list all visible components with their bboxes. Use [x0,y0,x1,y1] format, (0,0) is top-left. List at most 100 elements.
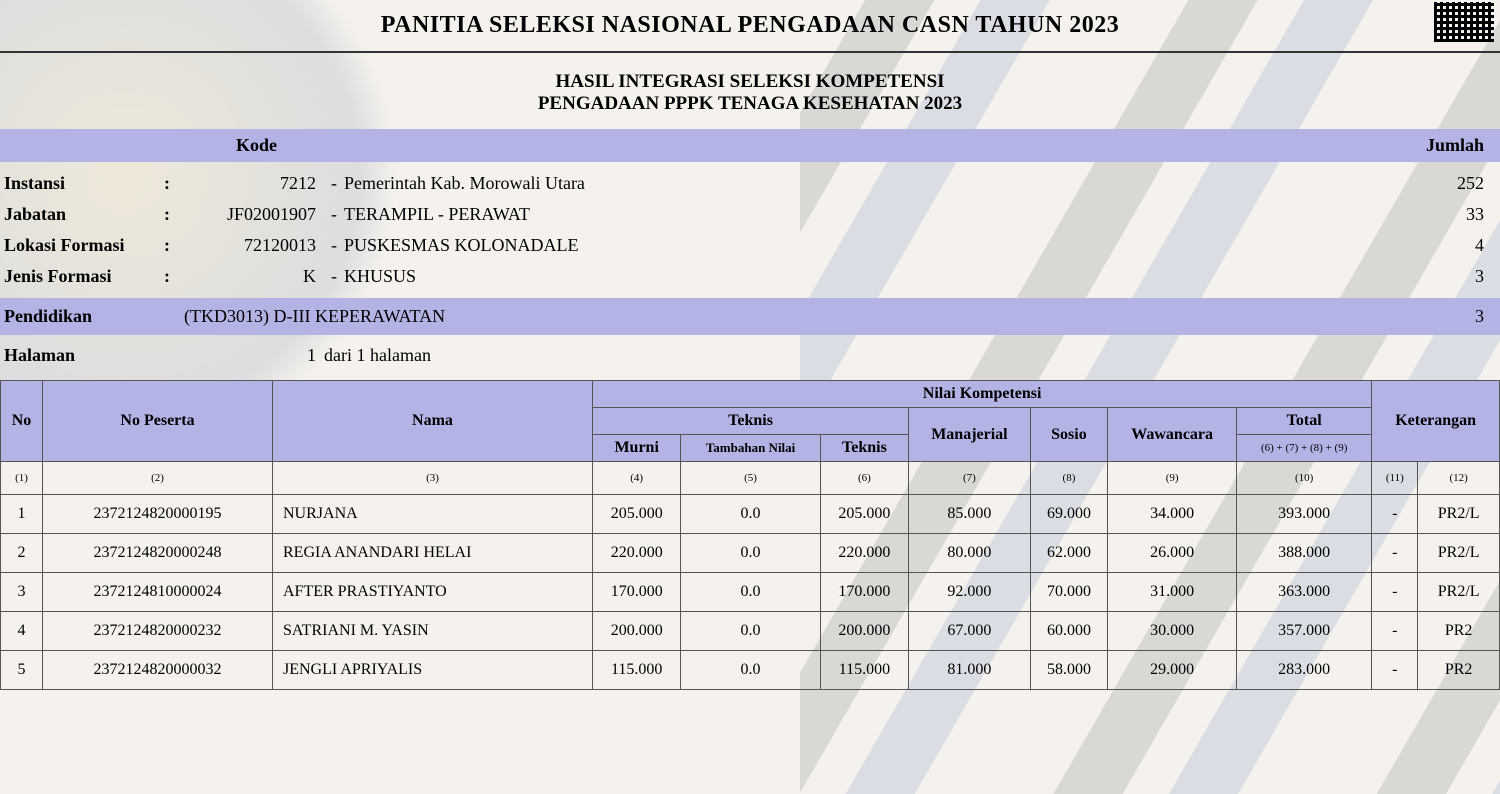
col-tambahan: Tambahan Nilai [681,435,820,462]
results-table: No No Peserta Nama Nilai Kompetensi Kete… [0,380,1500,690]
col-peserta: No Peserta [43,381,273,462]
cell-nama: SATRIANI M. YASIN [273,612,593,651]
cell-waw: 30.000 [1108,612,1237,651]
cell-teknis: 170.000 [820,573,908,612]
instansi-label: Instansi [4,173,164,194]
cell-ket1: - [1372,612,1418,651]
band-jumlah-label: Jumlah [1426,135,1484,156]
info-row-jabatan: Jabatan : JF02001907 - TERAMPIL - PERAWA… [0,199,1500,230]
jenis-code: K [184,266,324,287]
cell-ket2: PR2/L [1418,573,1500,612]
cell-no: 4 [1,612,43,651]
col-teknis2: Teknis [820,435,908,462]
table-row: 52372124820000032JENGLI APRIYALIS115.000… [1,651,1500,690]
cell-manaj: 80.000 [909,534,1031,573]
cell-murni: 200.000 [593,612,681,651]
cell-ket1: - [1372,651,1418,690]
column-number-row: (1) (2) (3) (4) (5) (6) (7) (8) (9) (10)… [1,462,1500,495]
halaman-label: Halaman [4,345,184,366]
cell-nama: JENGLI APRIYALIS [273,651,593,690]
cell-teknis: 200.000 [820,612,908,651]
cell-ket2: PR2/L [1418,495,1500,534]
colnum: (8) [1030,462,1108,495]
instansi-desc: Pemerintah Kab. Morowali Utara [344,173,1416,194]
pendidikan-count: 3 [1416,306,1496,327]
cell-ket2: PR2 [1418,612,1500,651]
cell-ket2: PR2 [1418,651,1500,690]
cell-no: 3 [1,573,43,612]
band-kode-label: Kode [16,135,277,156]
cell-manaj: 81.000 [909,651,1031,690]
cell-peserta: 2372124810000024 [43,573,273,612]
document: PANITIA SELEKSI NASIONAL PENGADAAN CASN … [0,0,1500,690]
lokasi-count: 4 [1416,235,1496,256]
cell-waw: 29.000 [1108,651,1237,690]
dash: - [324,204,344,225]
halaman-num: 1 [184,345,324,366]
col-manajerial: Manajerial [909,408,1031,462]
colnum: (7) [909,462,1031,495]
cell-peserta: 2372124820000195 [43,495,273,534]
cell-teknis: 220.000 [820,534,908,573]
col-total-formula: (6) + (7) + (8) + (9) [1237,435,1372,462]
col-teknis-group: Teknis [593,408,909,435]
cell-nama: REGIA ANANDARI HELAI [273,534,593,573]
table-row: 12372124820000195NURJANA205.0000.0205.00… [1,495,1500,534]
colon: : [164,266,184,287]
lokasi-code: 72120013 [184,235,324,256]
dash: - [324,173,344,194]
cell-tambah: 0.0 [681,651,820,690]
cell-manaj: 92.000 [909,573,1031,612]
cell-peserta: 2372124820000232 [43,612,273,651]
info-block: Instansi : 7212 - Pemerintah Kab. Morowa… [0,162,1500,298]
colnum: (10) [1237,462,1372,495]
jenis-count: 3 [1416,266,1496,287]
subtitle-1: HASIL INTEGRASI SELEKSI KOMPETENSI [0,71,1500,93]
table-row: 42372124820000232SATRIANI M. YASIN200.00… [1,612,1500,651]
col-nama: Nama [273,381,593,462]
cell-waw: 26.000 [1108,534,1237,573]
cell-sosio: 62.000 [1030,534,1108,573]
cell-total: 357.000 [1237,612,1372,651]
page-title: PANITIA SELEKSI NASIONAL PENGADAAN CASN … [0,0,1500,47]
jabatan-desc: TERAMPIL - PERAWAT [344,204,1416,225]
cell-peserta: 2372124820000032 [43,651,273,690]
qr-code-icon [1434,2,1494,42]
jenis-desc: KHUSUS [344,266,1416,287]
cell-manaj: 85.000 [909,495,1031,534]
cell-tambah: 0.0 [681,534,820,573]
cell-murni: 115.000 [593,651,681,690]
instansi-count: 252 [1416,173,1496,194]
table-body: 12372124820000195NURJANA205.0000.0205.00… [1,495,1500,690]
cell-murni: 170.000 [593,573,681,612]
col-no: No [1,381,43,462]
cell-sosio: 60.000 [1030,612,1108,651]
cell-waw: 31.000 [1108,573,1237,612]
colnum: (3) [273,462,593,495]
info-row-instansi: Instansi : 7212 - Pemerintah Kab. Morowa… [0,168,1500,199]
jabatan-code: JF02001907 [184,204,324,225]
colnum: (4) [593,462,681,495]
cell-total: 393.000 [1237,495,1372,534]
table-header: No No Peserta Nama Nilai Kompetensi Kete… [1,381,1500,495]
pendidikan-band: Pendidikan (TKD3013) D-III KEPERAWATAN 3 [0,298,1500,335]
colon: : [164,235,184,256]
cell-teknis: 115.000 [820,651,908,690]
colnum: (6) [820,462,908,495]
col-wawancara: Wawancara [1108,408,1237,462]
cell-ket2: PR2/L [1418,534,1500,573]
cell-no: 5 [1,651,43,690]
col-total: Total [1237,408,1372,435]
pendidikan-value: (TKD3013) D-III KEPERAWATAN [184,306,1416,327]
col-nilai-kompetensi: Nilai Kompetensi [593,381,1372,408]
cell-ket1: - [1372,495,1418,534]
table-row: 32372124810000024AFTER PRASTIYANTO170.00… [1,573,1500,612]
cell-tambah: 0.0 [681,573,820,612]
colon: : [164,173,184,194]
col-keterangan: Keterangan [1372,381,1500,462]
cell-murni: 220.000 [593,534,681,573]
cell-ket1: - [1372,573,1418,612]
cell-waw: 34.000 [1108,495,1237,534]
halaman-row: Halaman 1 dari 1 halaman [0,335,1500,380]
cell-sosio: 70.000 [1030,573,1108,612]
